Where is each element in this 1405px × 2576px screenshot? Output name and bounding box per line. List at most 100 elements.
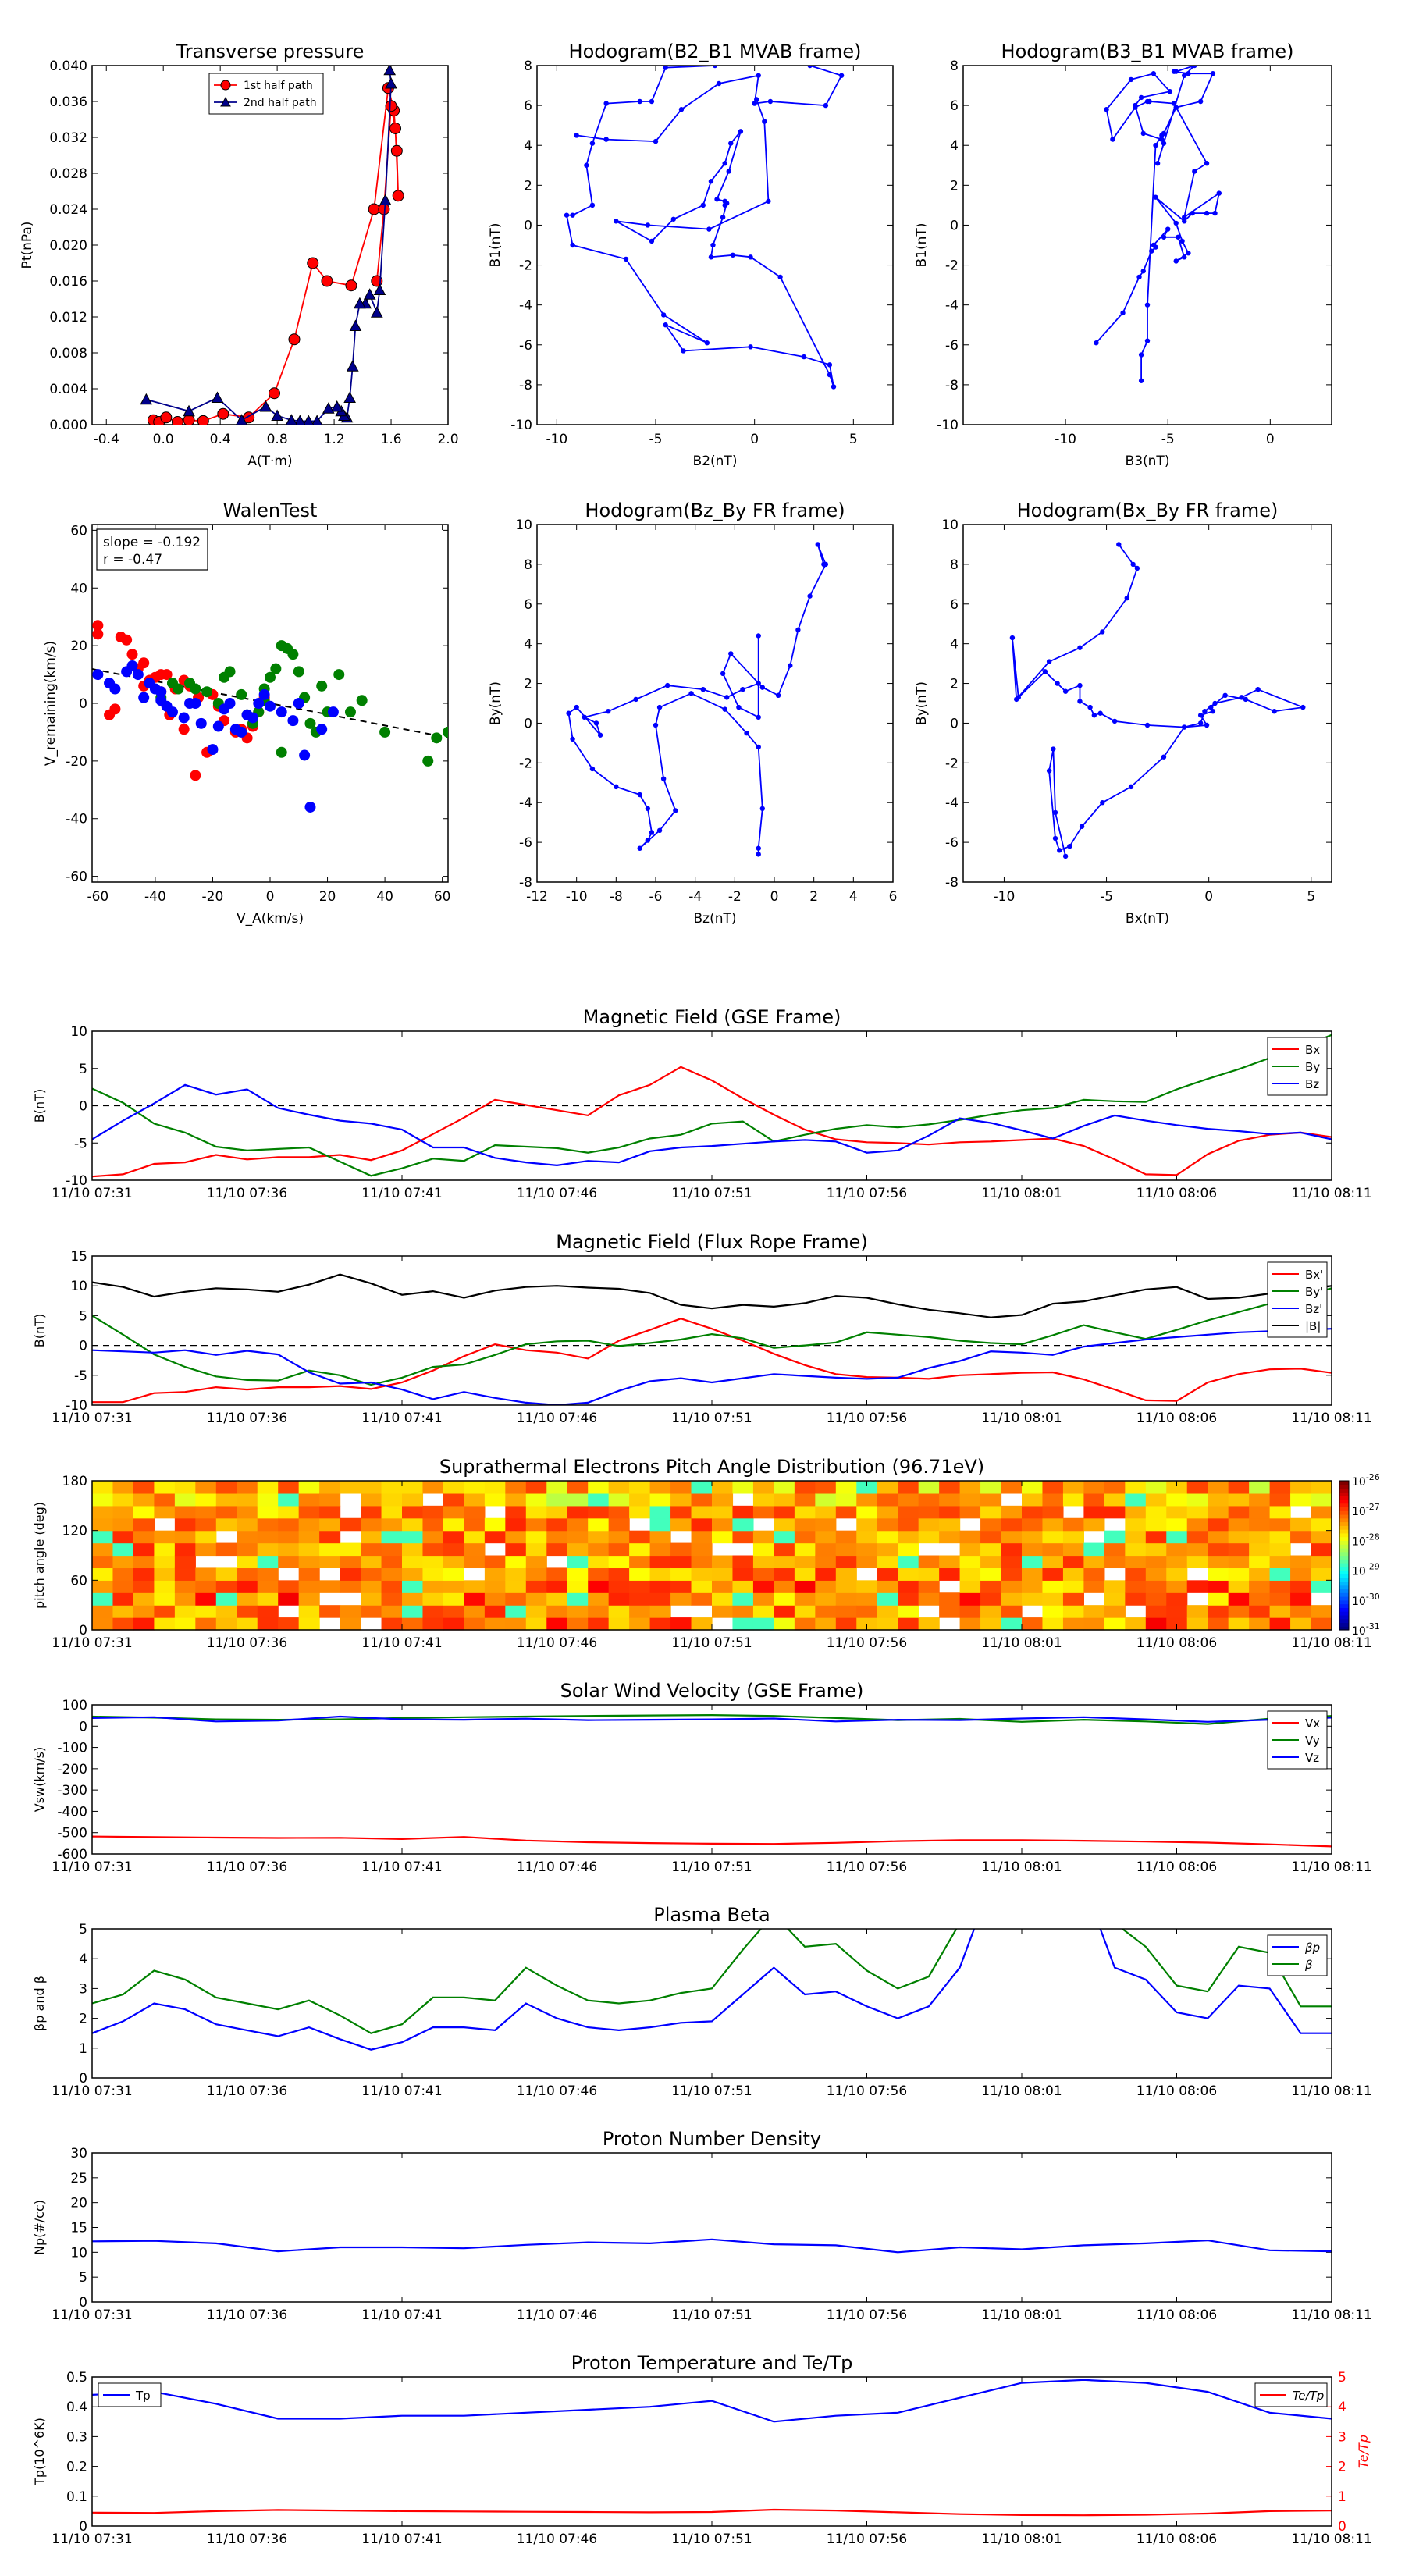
heatmap-cell xyxy=(546,1493,568,1507)
heatmap-cell xyxy=(1249,1542,1271,1557)
heatmap-cell xyxy=(1125,1481,1147,1494)
heatmap-cell xyxy=(381,1567,403,1581)
plot-area xyxy=(92,1929,1332,2051)
heatmap-cell xyxy=(195,1493,217,1507)
data-point xyxy=(740,686,745,692)
heatmap-cell xyxy=(815,1505,837,1519)
data-point xyxy=(379,194,392,205)
data-point xyxy=(1051,746,1056,752)
heatmap-cell xyxy=(918,1505,940,1519)
heatmap-cell xyxy=(649,1555,671,1569)
y-tick-label: -8 xyxy=(519,875,532,891)
heatmap-cell xyxy=(174,1555,196,1569)
heatmap-cell xyxy=(1001,1605,1023,1618)
heatmap-cell xyxy=(195,1530,217,1544)
x-tick-label: 11/10 07:56 xyxy=(827,2307,907,2323)
data-point xyxy=(756,633,761,639)
heatmap-cell xyxy=(154,1555,176,1569)
series-line-Tp xyxy=(92,2379,1332,2423)
heatmap-cell xyxy=(1228,1567,1250,1581)
data-point xyxy=(589,766,596,772)
heatmap-cell xyxy=(1042,1530,1064,1544)
data-point xyxy=(197,415,209,425)
heatmap-cell xyxy=(774,1481,795,1494)
heatmap-cell xyxy=(712,1530,734,1544)
heatmap-cell xyxy=(1166,1580,1188,1593)
y-tick-label: 2 xyxy=(524,677,532,692)
y-tick-label: 25 xyxy=(70,2171,87,2186)
data-point xyxy=(759,685,765,690)
heatmap-cell xyxy=(1042,1542,1064,1557)
heatmap-cell xyxy=(1062,1580,1084,1593)
slope-annotation: slope = -0.192 xyxy=(103,535,201,550)
data-point xyxy=(1300,704,1306,710)
heatmap-cell xyxy=(1104,1481,1126,1494)
heatmap-cell xyxy=(732,1592,754,1606)
heatmap-cell xyxy=(443,1617,464,1631)
data-point xyxy=(815,542,820,547)
heatmap-cell xyxy=(898,1605,919,1618)
plot-area xyxy=(566,542,829,857)
heatmap-cell xyxy=(215,1505,237,1519)
heatmap-cell xyxy=(835,1493,857,1507)
heatmap-cell xyxy=(1290,1555,1312,1569)
r-annotation: r = -0.47 xyxy=(103,552,162,568)
data-point xyxy=(1079,824,1085,829)
heatmap-cell xyxy=(195,1517,217,1532)
heatmap-cell xyxy=(1208,1580,1229,1593)
heatmap-cell xyxy=(112,1580,134,1593)
heatmap-cell xyxy=(608,1481,630,1494)
heatmap-cell xyxy=(505,1605,527,1618)
heatmap-cell xyxy=(877,1481,898,1494)
heatmap-cell xyxy=(237,1505,258,1519)
heatmap-cell xyxy=(877,1517,898,1532)
heatmap-cell xyxy=(422,1517,444,1532)
data-point xyxy=(140,393,153,405)
heatmap-cell xyxy=(1145,1517,1167,1532)
y-axis-label: By(nT) xyxy=(914,681,930,725)
heatmap-cell xyxy=(588,1605,610,1618)
heatmap-cell xyxy=(752,1555,774,1569)
heatmap-cell xyxy=(525,1493,547,1507)
legend: βp β xyxy=(1267,1934,1328,1976)
heatmap-cell xyxy=(877,1605,898,1618)
heatmap-cell xyxy=(877,1580,898,1593)
heatmap-cell xyxy=(856,1580,878,1593)
chart-title: Suprathermal Electrons Pitch Angle Distr… xyxy=(439,1456,984,1478)
y-tick-label: -4 xyxy=(945,795,959,811)
y-axis-label: By(nT) xyxy=(488,681,503,725)
heatmap-cell xyxy=(484,1605,506,1618)
data-point xyxy=(195,717,207,729)
heatmap-cell xyxy=(815,1481,837,1494)
heatmap-cell xyxy=(340,1555,361,1569)
data-point xyxy=(722,161,727,166)
heatmap-cell xyxy=(1249,1530,1271,1544)
heatmap-cell xyxy=(629,1592,651,1606)
y-tick-label: 15 xyxy=(70,2221,87,2236)
x-tick-label: -6 xyxy=(649,889,663,905)
y-tick-label: 5 xyxy=(79,1308,87,1324)
data-point xyxy=(288,333,301,346)
y-tick-label: -5 xyxy=(74,1368,87,1384)
heatmap-cell xyxy=(319,1542,341,1557)
heatmap-cell xyxy=(959,1542,981,1557)
heatmap-cell xyxy=(361,1580,382,1593)
data-point xyxy=(1062,688,1069,694)
heatmap-cell xyxy=(1125,1542,1147,1557)
heatmap-cell xyxy=(608,1605,630,1618)
heatmap-cell xyxy=(1022,1592,1044,1606)
y-tick-label: -10 xyxy=(937,418,959,433)
heatmap-cell xyxy=(1125,1617,1147,1631)
heatmap-cell xyxy=(525,1617,547,1631)
heatmap-cell xyxy=(505,1517,527,1532)
data-point xyxy=(678,107,685,112)
data-point xyxy=(247,712,258,724)
y-tick-label-right: 4 xyxy=(1338,2400,1346,2415)
heatmap-cell xyxy=(1083,1567,1105,1581)
data-point xyxy=(724,695,730,700)
heatmap-cell xyxy=(1311,1567,1332,1581)
heatmap-cell xyxy=(608,1617,630,1631)
heatmap-cell xyxy=(443,1493,464,1507)
heatmap-cell xyxy=(1104,1505,1126,1519)
heatmap-cell xyxy=(1228,1605,1250,1618)
